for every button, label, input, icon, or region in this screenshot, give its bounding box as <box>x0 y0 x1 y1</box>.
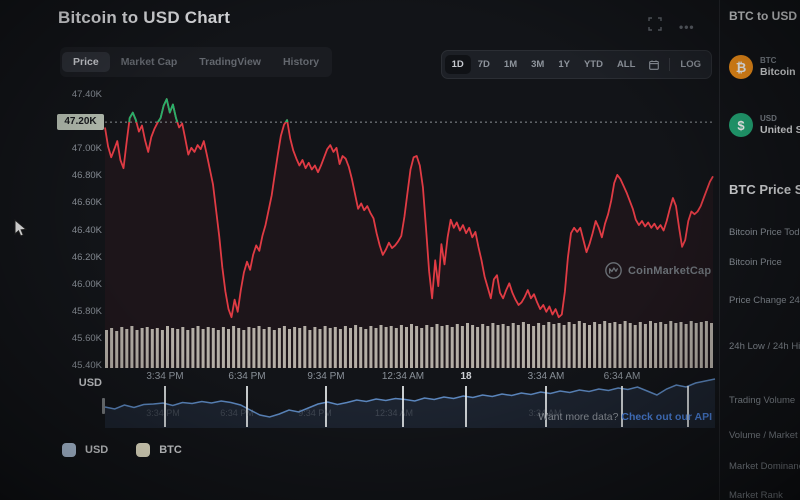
time-range-toolbar: 1D 7D 1M 3M 1Y YTD ALL LOG <box>440 50 712 79</box>
stat-row-24h-low-24h-high: 24h Low / 24h High <box>729 341 800 352</box>
x-axis-tick: 3:34 PM <box>146 371 184 382</box>
stat-row-market-rank: Market Rank <box>729 490 783 500</box>
coin-name: United States Dollar <box>760 124 800 136</box>
tab-history[interactable]: History <box>282 56 320 68</box>
y-axis-tick: 45.60K <box>71 332 102 344</box>
tab-tradingview[interactable]: TradingView <box>199 56 261 68</box>
x-axis-tick: 6:34 AM <box>603 371 641 382</box>
legend-checkbox-usd[interactable] <box>62 443 76 457</box>
coin-symbol: BTC <box>760 56 777 65</box>
api-promo: Want more data? Check out our API <box>538 411 712 423</box>
stat-row-volume-market-cap: Volume / Market Cap <box>729 430 800 441</box>
y-axis-tick: 45.80K <box>71 305 102 317</box>
coinmarketcap-watermark: CoinMarketCap <box>605 262 711 279</box>
stat-row-market-dominance: Market Dominance <box>729 461 800 472</box>
range-1y[interactable]: 1Y <box>558 59 570 70</box>
navigator-ghost-label: 3:34 PM <box>146 408 180 418</box>
toolbar-divider <box>669 58 671 71</box>
x-axis-tick: 6:34 PM <box>228 371 266 382</box>
coin-symbol: USD <box>760 114 777 123</box>
legend-label: BTC <box>159 444 182 456</box>
log-scale-toggle[interactable]: LOG <box>680 59 701 70</box>
fullscreen-icon[interactable] <box>648 17 662 31</box>
converter-coin-usd[interactable]: $ USD United States Dollar <box>729 113 800 137</box>
stat-row-bitcoin-price: Bitcoin Price <box>729 257 782 268</box>
legend-checkbox-btc[interactable] <box>136 443 151 457</box>
y-axis-tick: 46.80K <box>71 170 102 182</box>
bitcoin-icon: ₿ <box>729 55 753 79</box>
legend-label: USD <box>85 444 109 456</box>
api-link[interactable]: Check out our API <box>621 411 712 423</box>
navigator-ghost-label: 6:34 PM <box>220 408 254 418</box>
stat-row-trading-volume: Trading Volume <box>729 395 796 406</box>
price-area-fill <box>105 99 713 368</box>
tab-price[interactable]: Price <box>62 52 110 72</box>
navigator-ghost-label: 12:34 AM <box>374 408 414 418</box>
stat-row-price-change-24h: Price Change 24h <box>729 295 800 306</box>
right-sidebar: BTC to USD Converter ₿ BTC Bitcoin $ USD… <box>719 0 800 500</box>
converter-title: BTC to USD Converter <box>729 9 800 23</box>
watermark-label: CoinMarketCap <box>628 264 712 277</box>
y-axis-tick: 46.00K <box>71 278 102 290</box>
x-axis-tick: 3:34 AM <box>527 371 565 382</box>
coinmarketcap-logo-icon <box>605 262 622 279</box>
mouse-cursor <box>14 219 28 239</box>
tab-market-cap[interactable]: Market Cap <box>120 56 178 68</box>
range-7d[interactable]: 7D <box>477 59 490 70</box>
y-axis-unit-label: USD <box>78 377 102 389</box>
y-axis-tick: 47.00K <box>71 143 102 155</box>
range-1m[interactable]: 1M <box>503 59 518 70</box>
more-options-icon[interactable]: ••• <box>679 20 695 34</box>
dollar-icon: $ <box>729 113 753 137</box>
legend-item-btc[interactable]: BTC <box>136 443 182 457</box>
current-price-badge: 47.20K <box>57 114 104 131</box>
y-axis-tick: 47.40K <box>71 89 102 100</box>
stat-row-bitcoin-price-today: Bitcoin Price Today <box>729 227 800 238</box>
series-legend: USD BTC <box>62 443 182 457</box>
api-promo-text: Want more data? <box>538 411 619 423</box>
range-3m[interactable]: 3M <box>531 59 545 70</box>
navigator-handle <box>102 398 105 414</box>
stats-title: BTC Price Statistics <box>729 182 800 197</box>
converter-coin-btc[interactable]: ₿ BTC Bitcoin <box>729 55 796 79</box>
range-all[interactable]: ALL <box>616 59 636 70</box>
chart-type-tabs: Price Market Cap TradingView History <box>60 47 333 77</box>
calendar-icon[interactable] <box>642 56 666 74</box>
coin-name: Bitcoin <box>760 66 796 78</box>
range-1d[interactable]: 1D <box>444 55 471 74</box>
navigator-ghost-label: 9:34 PM <box>298 408 332 418</box>
y-axis-tick: 46.20K <box>71 251 102 263</box>
legend-item-usd[interactable]: USD <box>62 443 108 457</box>
x-axis-tick: 12:34 AM <box>381 371 425 382</box>
page-title: Bitcoin to USD Chart <box>58 8 231 27</box>
y-axis-tick: 45.40K <box>71 360 102 371</box>
y-axis-tick: 46.60K <box>71 197 102 209</box>
y-axis-tick: 46.40K <box>71 224 102 236</box>
x-axis-tick: 18 <box>460 371 472 382</box>
range-ytd[interactable]: YTD <box>583 59 603 70</box>
x-axis-tick: 9:34 PM <box>307 371 345 382</box>
